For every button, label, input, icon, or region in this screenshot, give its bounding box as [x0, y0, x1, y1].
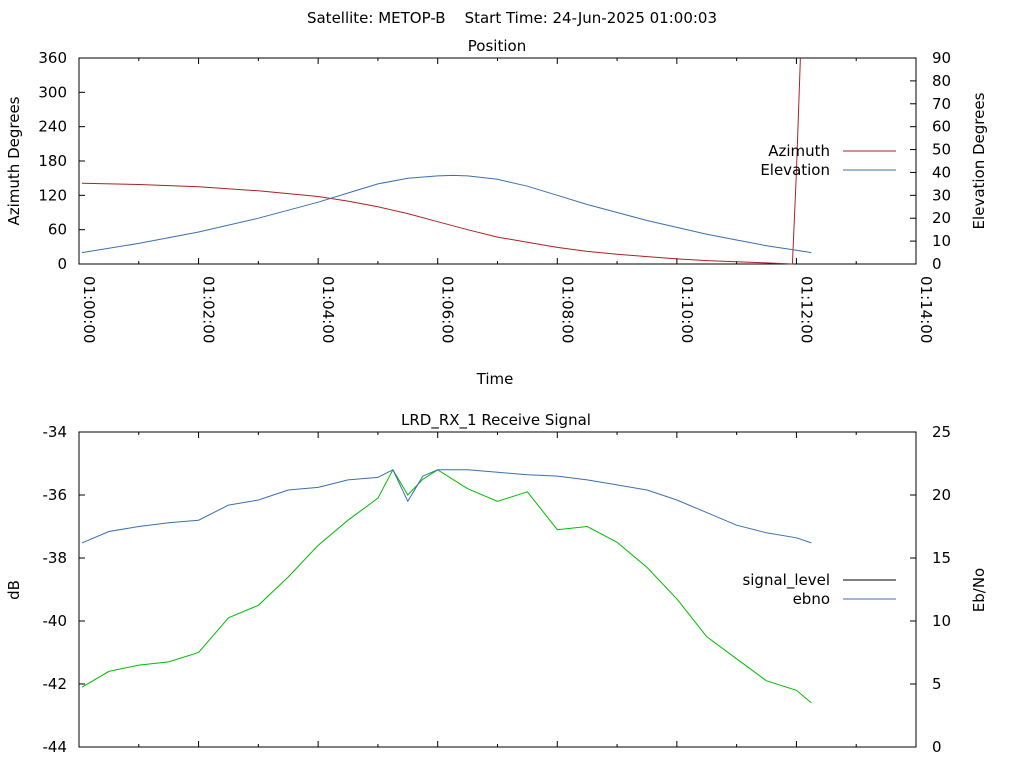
legend-signal-level-label: signal_level	[742, 571, 830, 590]
position-x-tick-label: 01:02:00	[200, 276, 218, 343]
receive-signal-y2-tick-label: 15	[932, 549, 951, 567]
position-y2-tick-label: 70	[932, 95, 951, 113]
legend-elevation-label: Elevation	[760, 161, 830, 179]
position-y-tick-label: 180	[38, 152, 67, 170]
receive-signal-y-axis-label: dB	[5, 580, 23, 600]
position-y2-tick-label: 90	[932, 49, 951, 67]
position-y-tick-label: 120	[38, 186, 67, 204]
receive-signal-y2-tick-label: 0	[932, 738, 942, 756]
position-y2-tick-label: 0	[932, 255, 942, 273]
legend-ebno-label: ebno	[793, 590, 830, 608]
position-chart-title: Position	[468, 37, 526, 55]
position-x-tick-label: 01:04:00	[319, 276, 337, 343]
receive-signal-chart-title: LRD_RX_1 Receive Signal	[401, 411, 591, 430]
receive-signal-plot-frame	[78, 431, 917, 748]
receive-signal-y2-tick-label: 10	[932, 612, 951, 630]
figure-title: Satellite: METOP-B Start Time: 24-Jun-20…	[307, 9, 717, 27]
position-y2-tick-label: 20	[932, 209, 951, 227]
receive-signal-y-tick-label: -38	[43, 549, 68, 567]
position-y-tick-label: 360	[38, 49, 67, 67]
receive-signal-y-tick-label: -34	[43, 423, 68, 441]
position-x-axis-label: Time	[476, 370, 514, 388]
receive-signal-y2-axis: 0 5 10 15 20 25	[910, 423, 951, 756]
receive-signal-y2-axis-label: Eb/No	[970, 568, 988, 612]
position-x-tick-label: 01:00:00	[80, 276, 98, 343]
position-y-tick-label: 240	[38, 118, 67, 136]
position-y2-axis-label: Elevation Degrees	[970, 92, 988, 229]
receive-signal-series-ebno-line	[81, 469, 812, 544]
position-y2-tick-label: 10	[932, 232, 951, 250]
legend-azimuth-label: Azimuth	[768, 142, 830, 160]
position-y2-tick-label: 80	[932, 72, 951, 90]
position-y2-tick-label: 30	[932, 186, 951, 204]
receive-signal-series	[81, 468, 812, 704]
position-x-tick-label: 01:08:00	[558, 276, 576, 343]
receive-signal-series-signal-level-line	[81, 468, 812, 704]
position-x-tick-label: 01:10:00	[678, 276, 696, 343]
position-y2-axis: 0 10 20 30 40 50 60 70 80 90	[910, 49, 951, 273]
position-chart: Position 0 60 120 180 240 300 360 0 10 20 30 40 50 6…	[5, 37, 988, 388]
position-x-tick-label: 01:12:00	[797, 276, 815, 343]
position-y2-tick-label: 40	[932, 163, 951, 181]
receive-signal-y-tick-label: -36	[43, 486, 68, 504]
receive-signal-chart: LRD_RX_1 Receive Signal -44-42-40-38-36-…	[5, 411, 988, 756]
receive-signal-y-tick-label: -40	[43, 612, 68, 630]
receive-signal-y2-tick-label: 20	[932, 486, 951, 504]
position-y-tick-label: 60	[48, 221, 67, 239]
position-y2-tick-label: 50	[932, 141, 951, 159]
position-series-azimuth-line	[81, 57, 801, 265]
receive-signal-y2-tick-label: 5	[932, 675, 942, 693]
position-series-elevation-line	[81, 174, 812, 254]
receive-signal-y-tick-label: -44	[43, 738, 68, 756]
position-series	[81, 57, 812, 265]
receive-signal-y-axis: -44 -42 -40 -38 -36 -34	[43, 423, 85, 756]
receive-signal-y-tick-label: -42	[43, 675, 68, 693]
receive-signal-x-axis	[78, 432, 917, 747]
position-y-tick-label: 0	[57, 255, 67, 273]
position-y2-tick-label: 60	[932, 118, 951, 136]
position-x-tick-label: 01:06:00	[439, 276, 457, 343]
position-y-axis: 0 60 120 180 240 300 360	[38, 49, 85, 273]
position-y-tick-label: 300	[38, 83, 67, 101]
receive-signal-y2-tick-label: 25	[932, 423, 951, 441]
position-x-tick-label: 01:14:00	[917, 276, 935, 343]
position-x-axis: 01:00:00 01:02:00 01:04:00 01:06:00 01:08:00…	[78, 58, 935, 343]
position-y-axis-label: Azimuth Degrees	[5, 96, 23, 225]
